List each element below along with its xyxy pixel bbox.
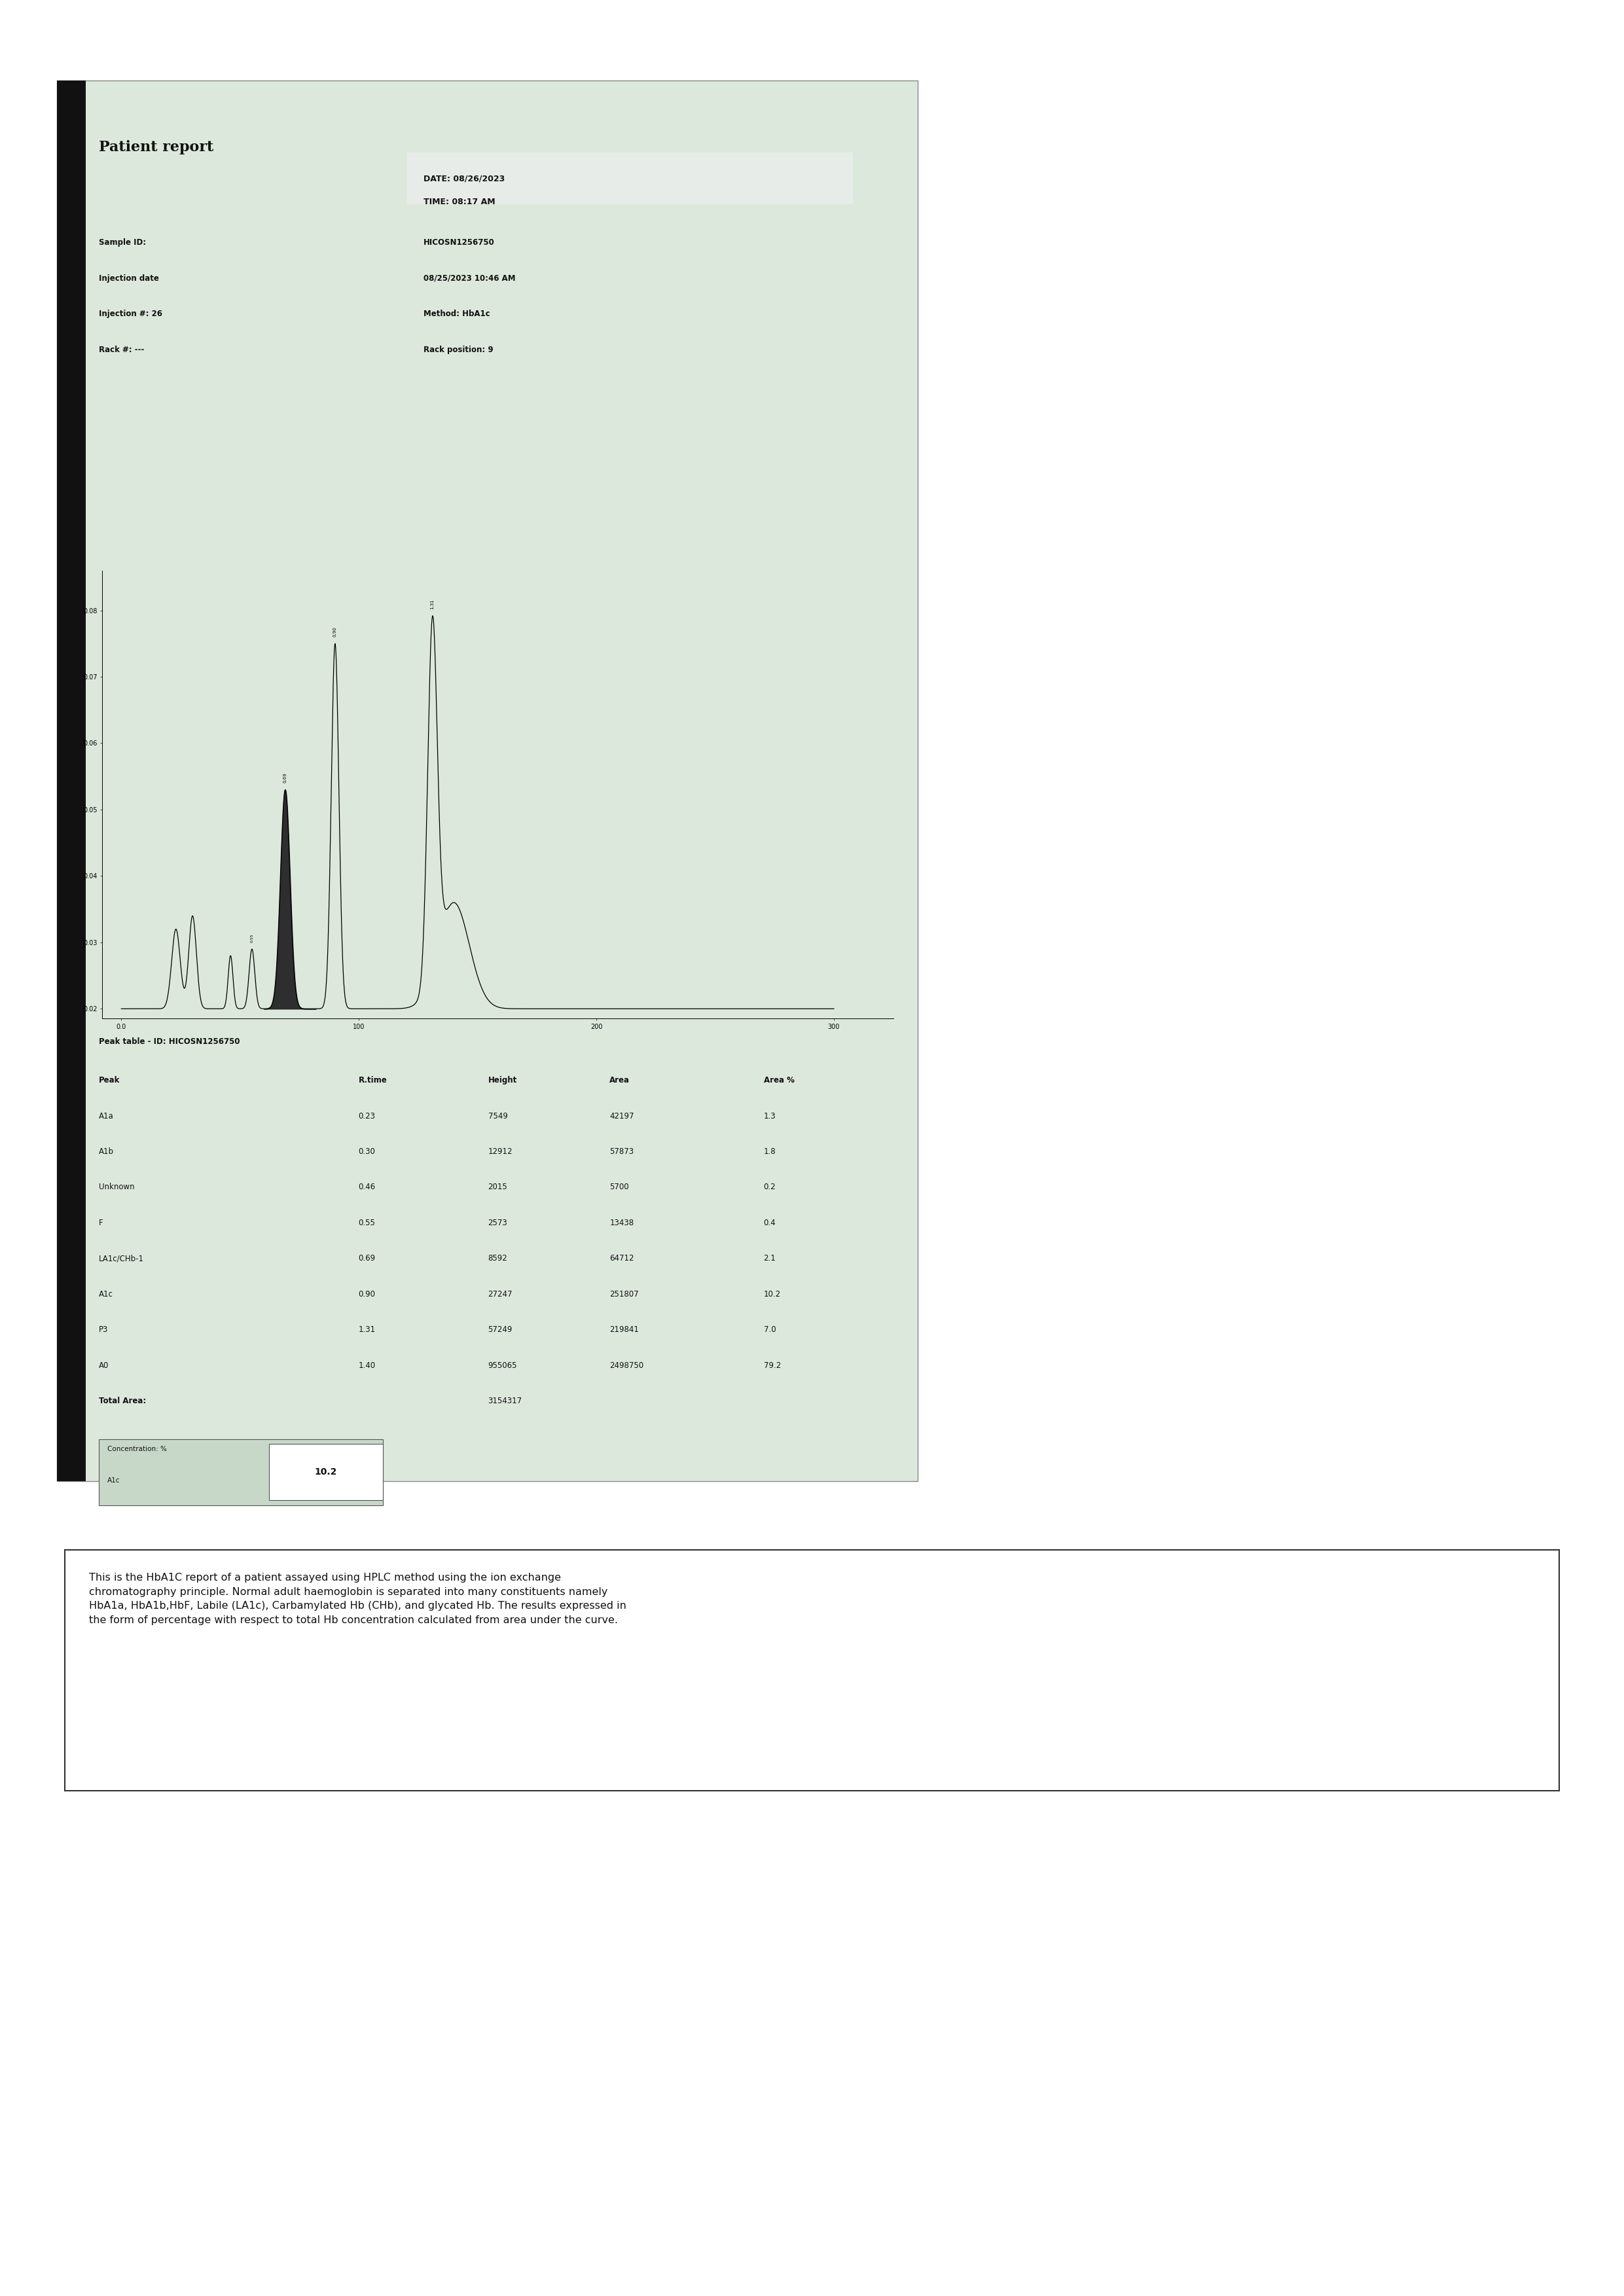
Bar [408,152,853,204]
Text: 219841: 219841 [609,1325,638,1334]
Text: Patient report: Patient report [99,140,214,154]
Text: 0.90: 0.90 [333,627,338,636]
Text: 2.1: 2.1 [763,1254,776,1263]
Text: Unknown: Unknown [99,1182,135,1192]
Bar [57,80,918,1481]
Text: 2498750: 2498750 [609,1362,643,1371]
Text: 08/25/2023 10:46 AM: 08/25/2023 10:46 AM [424,273,515,282]
Text: Peak: Peak [99,1077,120,1084]
Text: 0.2: 0.2 [763,1182,776,1192]
Text: 1.31: 1.31 [430,599,434,608]
Bar [99,1440,383,1506]
Text: 251807: 251807 [609,1290,638,1297]
Text: 57249: 57249 [489,1325,513,1334]
Text: 0.23: 0.23 [359,1111,375,1120]
Text: 8592: 8592 [489,1254,508,1263]
Text: P3: P3 [99,1325,109,1334]
Text: R.time: R.time [359,1077,387,1084]
Text: 3154317: 3154317 [489,1396,523,1405]
Text: 0.90: 0.90 [359,1290,375,1297]
Text: A0: A0 [99,1362,109,1371]
Text: 64712: 64712 [609,1254,633,1263]
Text: HICOSN1256750: HICOSN1256750 [424,239,494,248]
Text: 0.55: 0.55 [250,934,253,941]
Text: 5700: 5700 [609,1182,628,1192]
Text: A1c: A1c [99,1290,114,1297]
Text: 0.55: 0.55 [359,1219,375,1226]
Text: 1.31: 1.31 [359,1325,375,1334]
Text: This is the HbA1C report of a patient assayed using HPLC method using the ion ex: This is the HbA1C report of a patient as… [89,1573,627,1626]
Text: A1a: A1a [99,1111,114,1120]
Text: 0.69: 0.69 [283,774,287,783]
Text: Rack position: 9: Rack position: 9 [424,344,494,354]
Text: Total Area:: Total Area: [99,1396,146,1405]
Text: 57873: 57873 [609,1148,633,1155]
Bar [270,1444,383,1499]
Text: A1b: A1b [99,1148,114,1155]
Text: Concentration: %: Concentration: % [107,1446,167,1453]
Text: 0.46: 0.46 [359,1182,375,1192]
Text: 42197: 42197 [609,1111,633,1120]
Text: Injection date: Injection date [99,273,159,282]
Text: Sample ID:: Sample ID: [99,239,146,248]
Text: 10.2: 10.2 [763,1290,781,1297]
Text: 955065: 955065 [489,1362,516,1371]
Text: 10.2: 10.2 [315,1467,338,1476]
Text: 7549: 7549 [489,1111,508,1120]
Text: 1.40: 1.40 [359,1362,375,1371]
Text: Rack #: ---: Rack #: --- [99,344,145,354]
Text: 27247: 27247 [489,1290,513,1297]
Text: DATE: 08/26/2023: DATE: 08/26/2023 [424,174,505,184]
Text: 0.69: 0.69 [359,1254,375,1263]
Text: 2573: 2573 [489,1219,508,1226]
Text: 1.3: 1.3 [763,1111,776,1120]
Text: 7.0: 7.0 [763,1325,776,1334]
Text: TIME: 08:17 AM: TIME: 08:17 AM [424,197,495,207]
Text: 0.30: 0.30 [359,1148,375,1155]
Text: 79.2: 79.2 [763,1362,781,1371]
Bar [65,1550,1559,1791]
Text: F: F [99,1219,104,1226]
Text: Height: Height [489,1077,516,1084]
Text: 0.4: 0.4 [763,1219,776,1226]
Text: 13438: 13438 [609,1219,633,1226]
Text: LA1c/CHb-1: LA1c/CHb-1 [99,1254,145,1263]
Text: Injection #: 26: Injection #: 26 [99,310,162,319]
Text: Method: HbA1c: Method: HbA1c [424,310,490,319]
Text: Peak table - ID: HICOSN1256750: Peak table - ID: HICOSN1256750 [99,1038,240,1047]
Bar [57,80,86,1481]
Text: 12912: 12912 [489,1148,513,1155]
Text: A1c: A1c [107,1476,120,1483]
Text: 1.8: 1.8 [763,1148,776,1155]
Text: 2015: 2015 [489,1182,508,1192]
Text: Area: Area [609,1077,630,1084]
Text: Area %: Area % [763,1077,794,1084]
